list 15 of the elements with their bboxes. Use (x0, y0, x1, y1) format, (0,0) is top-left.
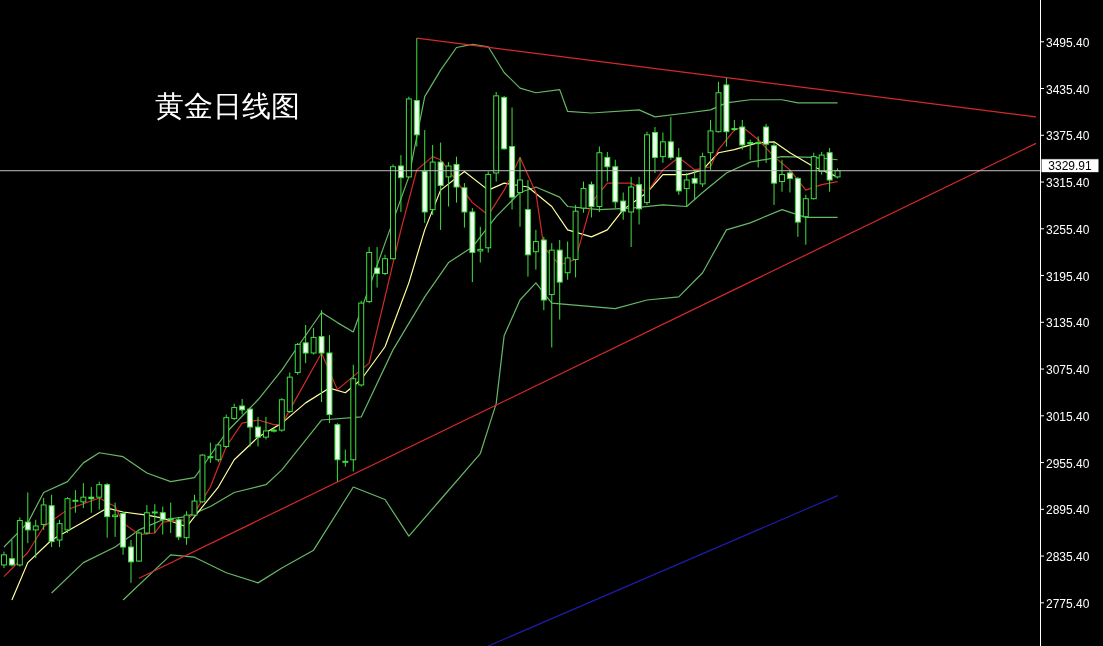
y-tick-label: 2835.40 (1046, 550, 1090, 565)
y-tick-label: 3375.40 (1046, 129, 1090, 144)
y-tick-label: 2895.40 (1046, 503, 1090, 518)
y-tick-label: 2955.40 (1046, 456, 1090, 471)
y-tick-label: 3195.40 (1046, 269, 1090, 284)
y-tick-label: 3075.40 (1046, 363, 1090, 378)
y-tick-label: 2775.40 (1046, 596, 1090, 611)
y-tick-label: 3495.40 (1046, 35, 1090, 50)
y-tick-label: 3015.40 (1046, 409, 1090, 424)
y-tick-label: 3435.40 (1046, 82, 1090, 97)
ref-line-label: 3329.91 (1048, 158, 1093, 173)
text: 黄金日线图 (155, 90, 300, 122)
y-tick-label: 3135.40 (1046, 316, 1090, 331)
y-tick-label: 3255.40 (1046, 222, 1090, 237)
y-tick-label: 3315.40 (1046, 176, 1090, 191)
